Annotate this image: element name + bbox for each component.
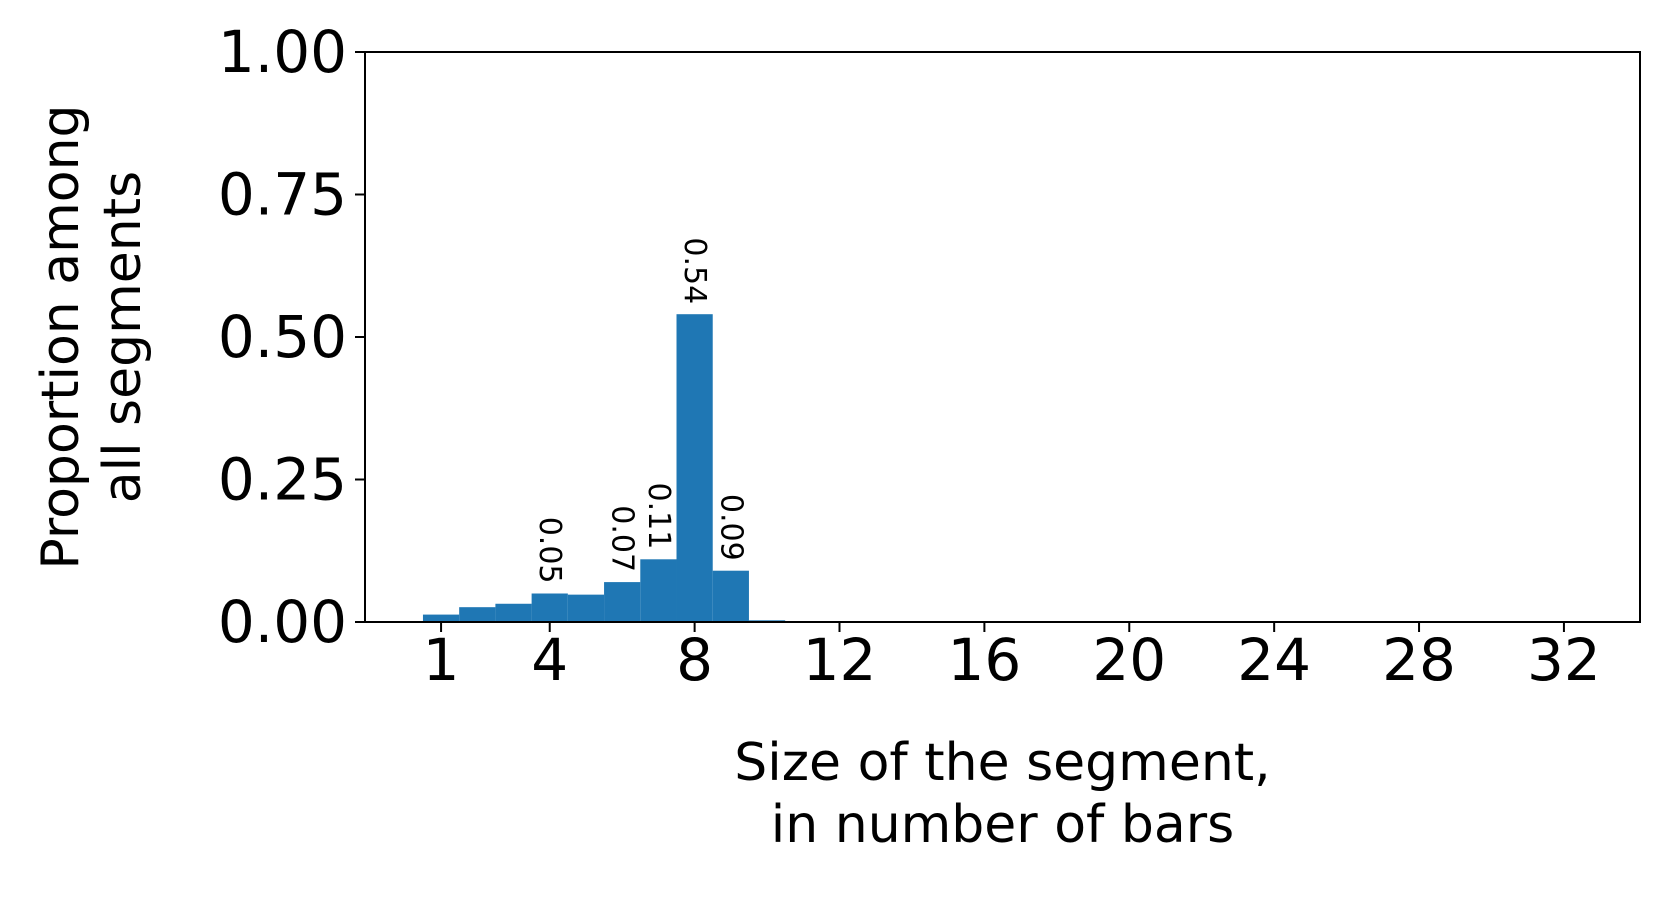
x-axis-label: in number of bars (771, 795, 1234, 855)
bar (604, 582, 641, 622)
x-tick-label: 32 (1527, 626, 1601, 694)
y-tick-label: 0.50 (218, 303, 347, 371)
bar (676, 314, 713, 622)
bar (459, 607, 496, 622)
data-label: 0.05 (532, 517, 567, 584)
data-label: 0.54 (677, 237, 712, 304)
bar (640, 559, 677, 622)
x-axis-label: Size of the segment, (734, 733, 1270, 793)
data-label: 0.09 (713, 494, 748, 561)
x-tick-label: 28 (1382, 626, 1456, 694)
bar (567, 594, 605, 622)
bar (495, 603, 532, 622)
bar (422, 614, 460, 622)
x-tick-label: 8 (676, 626, 713, 694)
y-tick-label: 1.00 (218, 18, 347, 86)
x-tick-label: 20 (1092, 626, 1166, 694)
y-tick-label: 0.00 (218, 588, 347, 656)
data-label: 0.11 (641, 483, 676, 550)
y-axis-label: Proportion among (31, 104, 91, 569)
bar (531, 593, 568, 622)
bar (712, 570, 749, 622)
data-label: 0.07 (605, 505, 640, 572)
y-tick-label: 0.75 (218, 161, 347, 229)
y-tick-label: 0.25 (218, 446, 347, 514)
y-axis-label: all segments (93, 171, 153, 503)
x-tick-label: 16 (947, 626, 1021, 694)
x-tick-label: 1 (423, 626, 460, 694)
x-tick-label: 12 (803, 626, 877, 694)
x-tick-label: 4 (531, 626, 568, 694)
x-tick-label: 24 (1237, 626, 1311, 694)
